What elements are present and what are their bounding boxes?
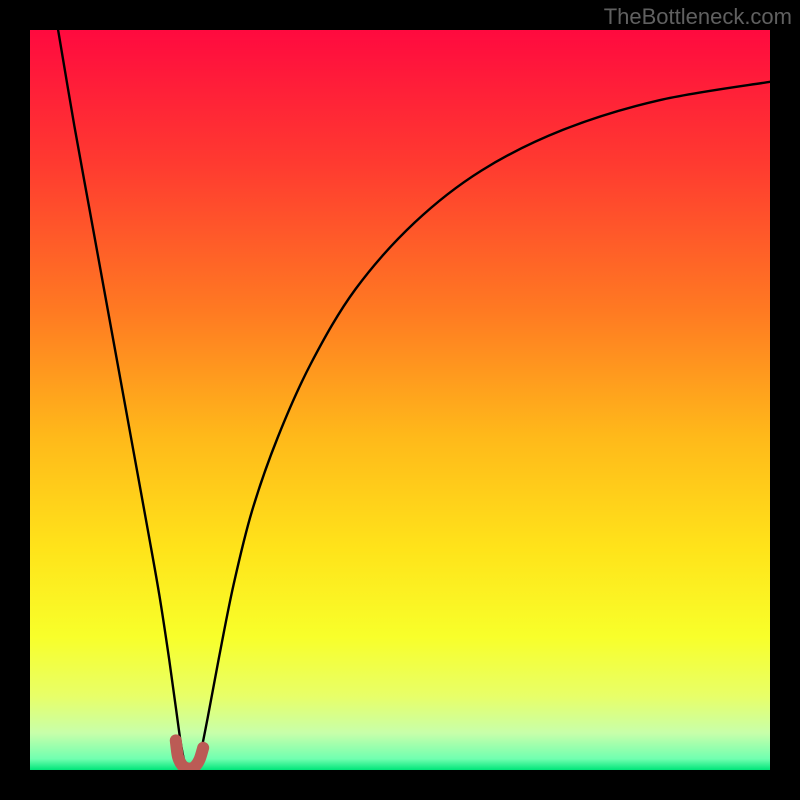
chart-stage: TheBottleneck.com [0, 0, 800, 800]
plot-area [30, 30, 770, 770]
bottleneck-chart [0, 0, 800, 800]
watermark-text: TheBottleneck.com [604, 4, 792, 30]
